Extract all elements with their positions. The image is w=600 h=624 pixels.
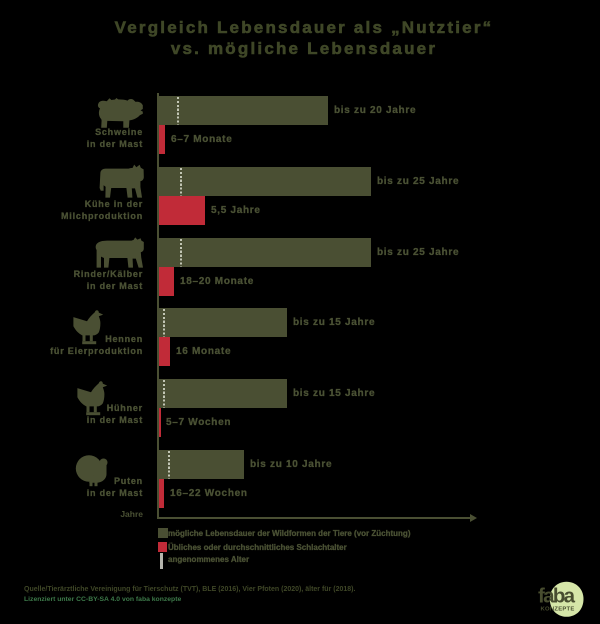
svg-text:KONZEPTE: KONZEPTE xyxy=(541,607,575,613)
svg-text:faba: faba xyxy=(538,585,576,608)
